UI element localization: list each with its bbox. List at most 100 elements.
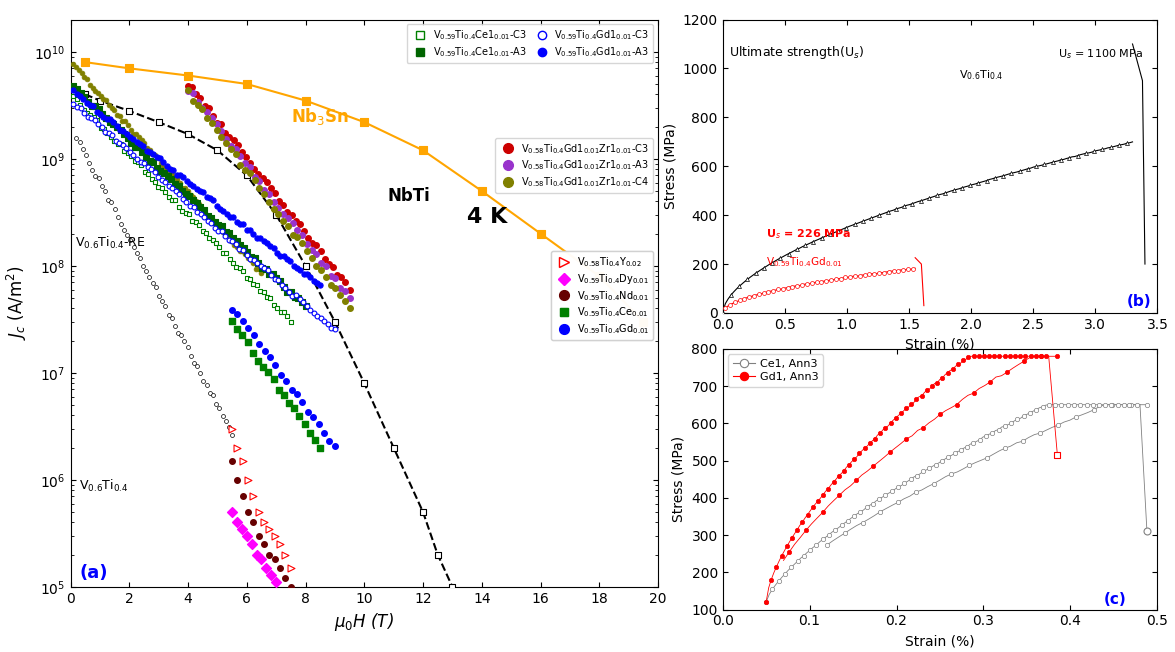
Point: [1000, 351, 1019, 361]
Point: [202, 112, 221, 123]
Point: [778, 282, 797, 293]
Point: [914, 422, 933, 433]
Point: [260, 188, 278, 199]
Point: [288, 389, 307, 399]
Point: [258, 265, 277, 276]
Point: [194, 376, 213, 386]
Point: [886, 413, 905, 423]
Point: [296, 301, 315, 311]
Point: [290, 293, 309, 304]
Point: [798, 278, 817, 289]
Point: [831, 273, 850, 284]
X-axis label: Strain (%): Strain (%): [905, 337, 975, 351]
Point: [89, 173, 108, 183]
Point: [315, 428, 334, 438]
Text: (b): (b): [1127, 293, 1152, 308]
Point: [68, 84, 87, 95]
Point: [414, 507, 432, 517]
Point: [110, 138, 129, 148]
Point: [926, 460, 945, 470]
Point: [244, 254, 263, 265]
Point: [63, 85, 82, 96]
Point: [169, 201, 188, 212]
Point: [270, 563, 289, 573]
Point: [223, 456, 242, 466]
Point: [270, 196, 289, 207]
Point: [870, 494, 888, 504]
Point: [119, 119, 137, 130]
Point: [140, 145, 159, 156]
Point: [826, 525, 845, 535]
Point: [795, 240, 814, 250]
Point: [278, 220, 297, 231]
Text: V$_{0.59}$Ti$_{0.4}$Gd$_{0.01}$: V$_{0.59}$Ti$_{0.4}$Gd$_{0.01}$: [766, 256, 842, 269]
Point: [341, 303, 360, 314]
Point: [137, 146, 156, 156]
Point: [119, 132, 137, 143]
Point: [190, 368, 209, 378]
Point: [112, 139, 130, 149]
Point: [1043, 157, 1062, 168]
Point: [1068, 151, 1087, 161]
Point: [223, 233, 242, 243]
Point: [221, 141, 240, 151]
Point: [105, 105, 123, 115]
Point: [110, 110, 129, 121]
Point: [226, 149, 244, 159]
Point: [236, 151, 255, 162]
Point: [86, 86, 105, 96]
Point: [261, 352, 280, 363]
Point: [274, 200, 293, 210]
Point: [200, 103, 219, 113]
Point: [969, 351, 988, 361]
Point: [256, 263, 275, 274]
Point: [958, 441, 976, 452]
Point: [355, 117, 374, 127]
Point: [266, 554, 284, 565]
Point: [234, 245, 253, 256]
Point: [230, 218, 249, 229]
Point: [860, 269, 879, 279]
Point: [75, 108, 94, 118]
Point: [1052, 155, 1070, 165]
Point: [331, 271, 350, 282]
Point: [108, 110, 127, 120]
Point: [214, 206, 233, 216]
Point: [771, 253, 790, 263]
Point: [871, 507, 889, 517]
Point: [864, 498, 882, 509]
Point: [235, 243, 254, 254]
Point: [828, 226, 847, 236]
Point: [590, 271, 609, 282]
Point: [165, 164, 183, 175]
Point: [85, 111, 103, 122]
Point: [772, 550, 791, 561]
Point: [768, 284, 787, 295]
Point: [239, 253, 257, 263]
Point: [297, 246, 316, 256]
Point: [246, 175, 264, 185]
Point: [195, 207, 214, 217]
Point: [239, 507, 257, 517]
Point: [74, 104, 93, 115]
Point: [237, 79, 256, 89]
Text: V$_{0.6}$Ti$_{0.4}$: V$_{0.6}$Ti$_{0.4}$: [959, 68, 1003, 82]
Point: [206, 222, 224, 233]
Point: [241, 253, 260, 263]
Point: [266, 531, 284, 541]
Point: [69, 65, 88, 75]
Point: [216, 134, 235, 144]
Point: [193, 226, 212, 237]
Point: [1014, 410, 1033, 421]
Point: [102, 103, 121, 113]
Point: [250, 339, 269, 349]
Point: [892, 408, 911, 419]
Point: [278, 213, 297, 223]
Point: [134, 261, 153, 271]
Point: [804, 236, 822, 246]
Point: [812, 233, 831, 243]
Point: [813, 534, 832, 544]
Point: [778, 541, 797, 552]
Point: [254, 361, 273, 372]
Point: [216, 231, 235, 241]
